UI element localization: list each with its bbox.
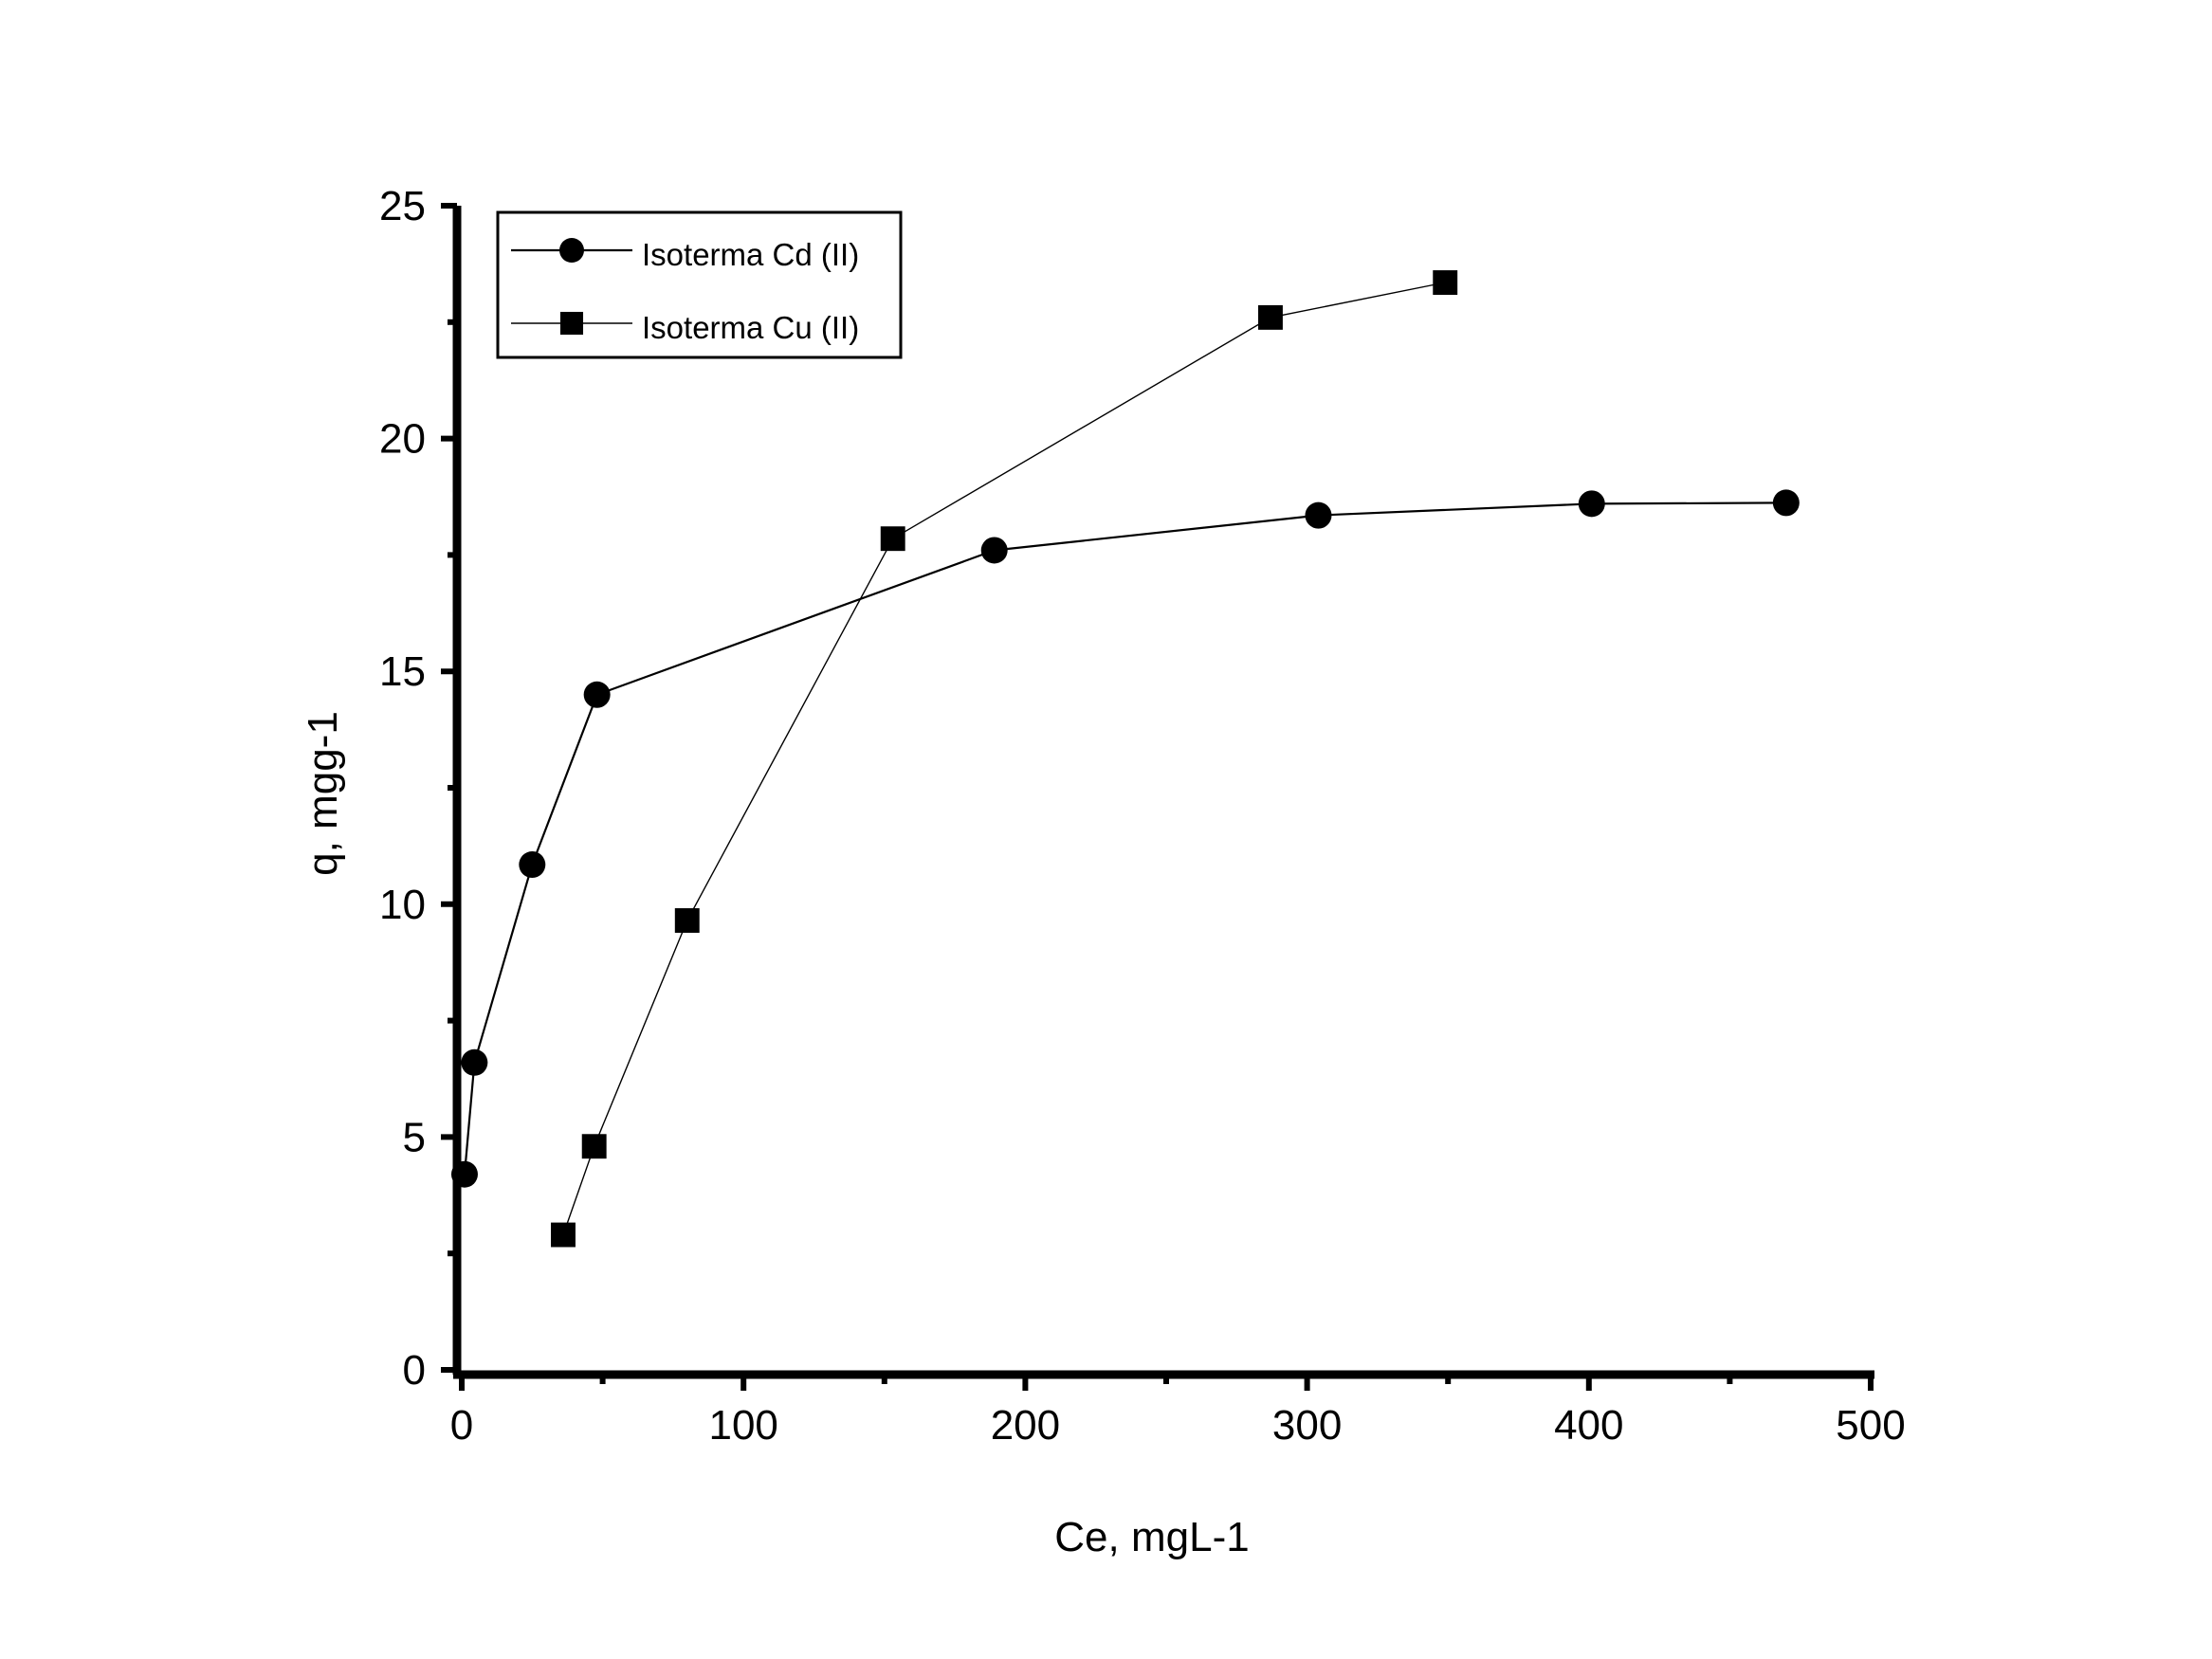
series-layer <box>450 270 1800 1248</box>
y-ticks: 0 5 10 15 20 25 <box>379 183 457 1394</box>
marker-circle <box>559 238 584 263</box>
marker-circle <box>1305 501 1332 529</box>
marker-square <box>1258 304 1283 330</box>
marker-square <box>880 526 905 552</box>
x-axis-title: Ce, mgL-1 <box>1054 1514 1249 1560</box>
x-tick-label: 0 <box>450 1402 473 1449</box>
x-tick-label: 400 <box>1554 1402 1623 1449</box>
marker-square <box>559 311 584 336</box>
legend-items: Isoterma Cd (II) Isoterma Cu (II) <box>511 237 859 345</box>
x-tick-label: 200 <box>991 1402 1060 1449</box>
marker-square <box>1433 270 1458 295</box>
marker-circle <box>450 1160 478 1188</box>
marker-circle <box>461 1048 488 1076</box>
y-tick-label: 15 <box>379 648 426 695</box>
marker-circle <box>1578 490 1605 518</box>
marker-circle <box>980 537 1008 564</box>
legend-item: Isoterma Cd (II) <box>511 237 859 272</box>
marker-square <box>581 1134 607 1159</box>
y-axis-title: q, mgg-1 <box>300 711 346 876</box>
y-tick-label: 10 <box>379 882 426 928</box>
y-tick-label: 25 <box>379 183 426 229</box>
marker-square <box>674 908 700 933</box>
series-cu <box>551 270 1458 1248</box>
marker-circle <box>519 851 546 879</box>
x-ticks: 0 100 200 300 400 500 <box>450 1375 1906 1449</box>
x-tick-label: 100 <box>708 1402 777 1449</box>
legend-label: Isoterma Cu (II) <box>642 310 859 345</box>
x-tick-label: 500 <box>1836 1402 1905 1449</box>
y-tick-label: 5 <box>403 1114 426 1160</box>
marker-circle <box>1772 489 1800 517</box>
marker-square <box>551 1222 576 1248</box>
x-tick-label: 300 <box>1272 1402 1342 1449</box>
legend: Isoterma Cd (II) Isoterma Cu (II) <box>496 210 903 359</box>
series-line <box>463 501 1786 1175</box>
y-tick-label: 20 <box>379 416 426 463</box>
series-line <box>562 282 1446 1235</box>
marker-circle <box>583 681 611 708</box>
axes: 0 100 200 300 400 500 0 5 10 15 20 25 <box>379 183 1906 1449</box>
legend-label: Isoterma Cd (II) <box>642 237 859 272</box>
y-tick-label: 0 <box>403 1347 426 1394</box>
legend-item: Isoterma Cu (II) <box>511 310 859 345</box>
series-cd <box>450 489 1800 1188</box>
